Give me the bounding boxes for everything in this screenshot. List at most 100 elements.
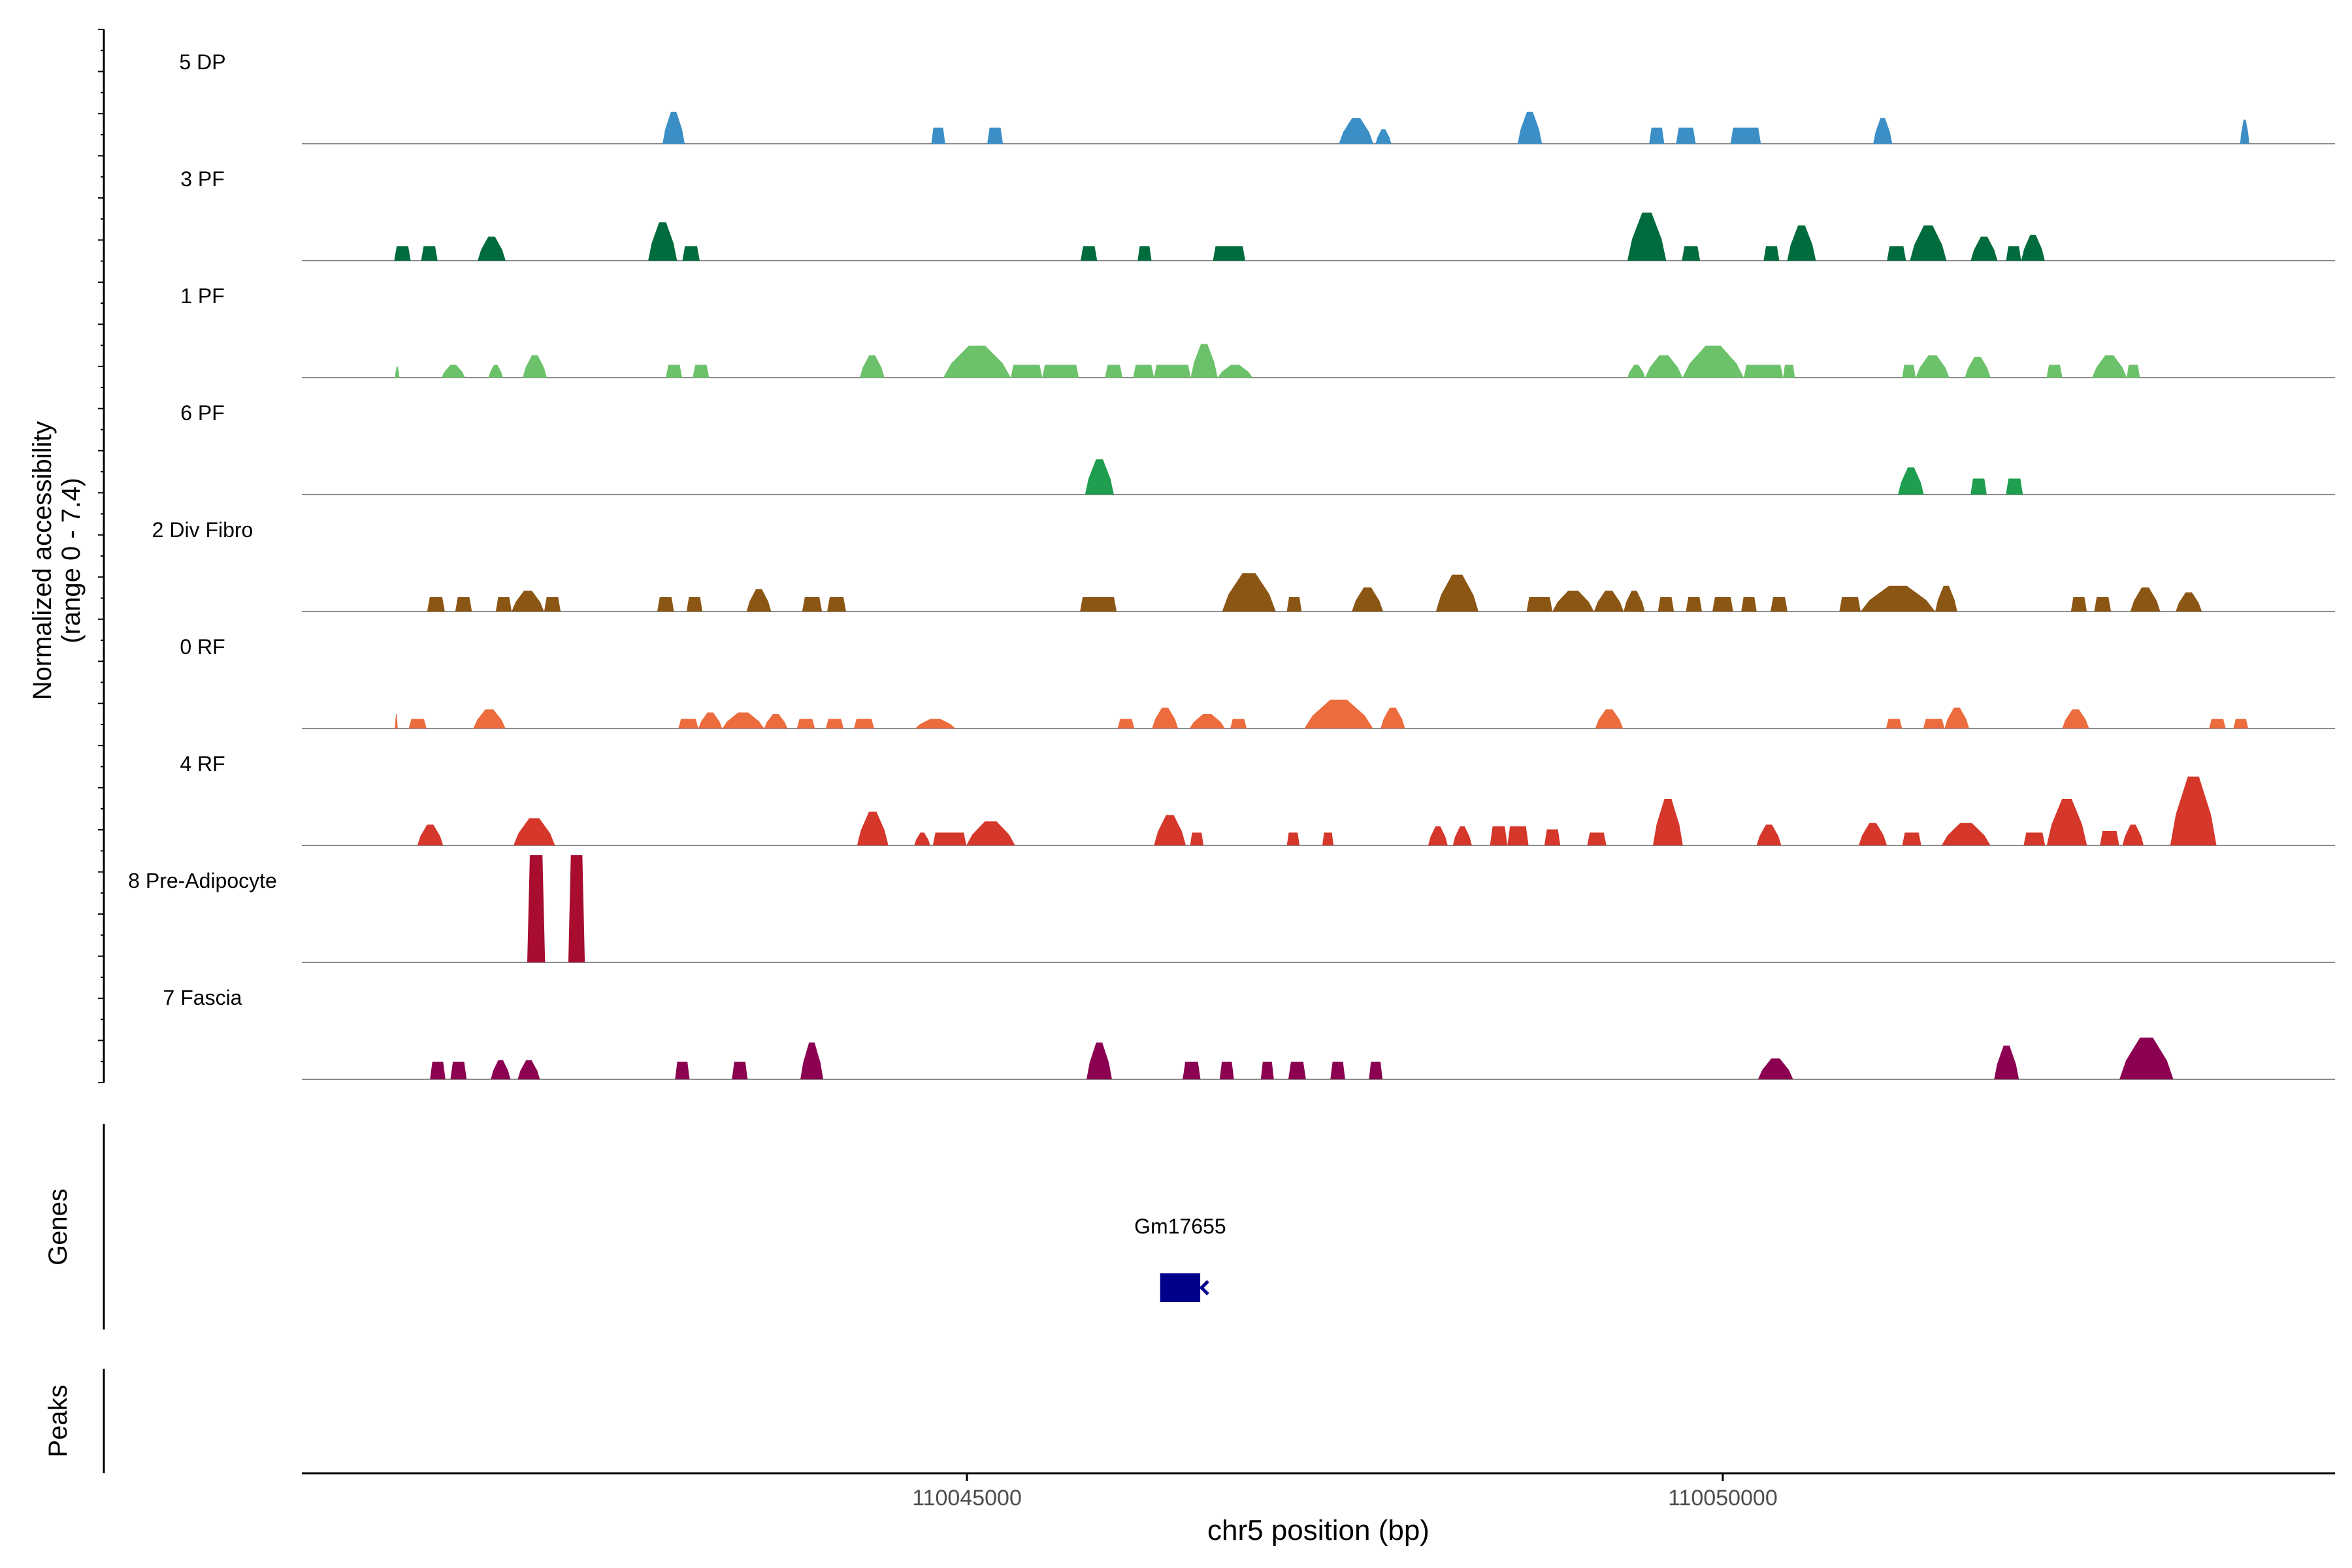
- coverage-peak: [1686, 596, 1702, 612]
- coverage-peak: [1935, 585, 1957, 612]
- coverage-peak: [1217, 365, 1253, 378]
- track-3-pf: 3 PF: [180, 167, 2335, 261]
- coverage-peak: [1627, 212, 1667, 261]
- coverage-peak: [488, 365, 503, 378]
- coverage-peak: [1873, 118, 1893, 144]
- y-axis: [98, 29, 105, 1083]
- coverage-peak: [527, 855, 546, 962]
- coverage-peak: [1593, 591, 1624, 612]
- coverage-peak: [427, 596, 445, 612]
- coverage-peak: [698, 712, 723, 728]
- coverage-peak: [825, 719, 844, 728]
- coverage-peak: [1086, 1042, 1112, 1079]
- coverage-peak: [915, 719, 956, 728]
- coverage-peak: [1352, 587, 1384, 612]
- coverage-peak: [1339, 118, 1373, 144]
- coverage-peak: [495, 596, 512, 612]
- coverage-peak: [1910, 225, 1947, 261]
- y-axis-title-line2: (range 0 - 7.4): [57, 478, 86, 643]
- coverage-peak: [931, 127, 945, 144]
- coverage-peak: [1744, 365, 1784, 378]
- coverage-peak: [2209, 719, 2226, 728]
- coverage-peak: [2062, 709, 2089, 728]
- coverage-peak: [1965, 357, 1991, 378]
- coverage-peak: [1860, 585, 1936, 612]
- coverage-peak: [1763, 246, 1780, 261]
- coverage-peak: [943, 346, 1011, 378]
- coverage-peak: [2233, 719, 2249, 728]
- peaks-panel: Peaks: [44, 1369, 105, 1473]
- coverage-peak: [417, 825, 444, 845]
- coverage-peak: [408, 719, 427, 728]
- coverage-peak: [1507, 826, 1529, 845]
- coverage-peak: [1435, 574, 1479, 612]
- coverage-peak: [1213, 246, 1246, 261]
- gene-body: [1160, 1273, 1201, 1302]
- coverage-peak: [430, 1062, 446, 1079]
- coverage-peak: [1260, 1062, 1274, 1079]
- coverage-peak: [523, 355, 547, 378]
- coverage-peak: [800, 1042, 824, 1079]
- coverage-peak: [394, 246, 411, 261]
- coverage-peak: [1941, 823, 1991, 845]
- coverage-peak: [1712, 596, 1733, 612]
- coverage-peak: [1653, 798, 1683, 845]
- coverage-peak: [1658, 596, 1674, 612]
- coverage-peak: [1994, 1045, 2019, 1079]
- coverage-peak: [2006, 478, 2023, 495]
- coverage-peak: [732, 1062, 748, 1079]
- coverage-peak: [1886, 719, 1903, 728]
- track-label: 8 Pre-Adipocyte: [128, 869, 277, 892]
- x-ticks: 110045000 110050000: [912, 1473, 1778, 1511]
- coverage-peak: [513, 818, 555, 845]
- coverage-peak: [1375, 129, 1392, 144]
- coverage-peak: [1649, 127, 1665, 144]
- track-2-div-fibro: 2 Div Fibro: [152, 518, 2335, 612]
- coverage-peak: [722, 712, 764, 728]
- coverage-peak: [827, 596, 846, 612]
- x-axis-title: chr5 position (bp): [1207, 1514, 1429, 1546]
- coverage-peak: [1944, 708, 1970, 728]
- y-axis-title: Normalized accessibility (range 0 - 7.4): [28, 421, 86, 700]
- coverage-peak: [1902, 832, 1921, 845]
- genes-panel-label: Genes: [44, 1188, 73, 1266]
- coverage-peak: [478, 237, 506, 261]
- gene-strand-arrow: [1199, 1280, 1209, 1296]
- coverage-tracks: 5 DP 3 PF 1 PF 6 PF 2 Div Fibro 0 RF 4 RF 8 Pre…: [128, 50, 2335, 1080]
- coverage-peak: [1154, 815, 1186, 845]
- coverage-peak: [1682, 246, 1701, 261]
- track-6-pf: 6 PF: [180, 401, 2335, 495]
- coverage-peak: [1787, 225, 1816, 261]
- coverage-peak: [1970, 237, 1998, 261]
- coverage-peak: [1839, 596, 1861, 612]
- track-label: 2 Div Fibro: [152, 518, 253, 542]
- track-0-rf: 0 RF: [180, 635, 2335, 729]
- coverage-peak: [2176, 592, 2202, 612]
- coverage-peak: [853, 719, 874, 728]
- coverage-peak: [1771, 596, 1788, 612]
- coverage-peak: [1133, 365, 1154, 378]
- track-5-dp: 5 DP: [179, 50, 2335, 144]
- coverage-peak: [2122, 825, 2144, 845]
- coverage-peak: [648, 222, 678, 261]
- coverage-peak: [1322, 832, 1334, 845]
- coverage-peak: [2119, 1037, 2174, 1079]
- coverage-peak: [455, 596, 472, 612]
- coverage-peak: [857, 811, 889, 845]
- coverage-peak: [1552, 591, 1594, 612]
- coverage-peak: [693, 365, 710, 378]
- peaks-panel-label: Peaks: [44, 1384, 73, 1457]
- coverage-peak: [1011, 365, 1043, 378]
- coverage-peak: [1137, 246, 1152, 261]
- genes-panel: Genes Gm17655: [44, 1124, 1226, 1330]
- track-7-fascia: 7 Fascia: [163, 986, 2335, 1080]
- coverage-peak: [1042, 365, 1079, 378]
- coverage-peak: [1676, 127, 1696, 144]
- coverage-peak: [1189, 713, 1226, 728]
- coverage-peak: [491, 1060, 511, 1079]
- coverage-peak: [395, 713, 398, 728]
- coverage-peak: [966, 821, 1015, 845]
- coverage-peak: [1526, 596, 1553, 612]
- coverage-peak: [682, 246, 700, 261]
- coverage-peak: [1230, 719, 1247, 728]
